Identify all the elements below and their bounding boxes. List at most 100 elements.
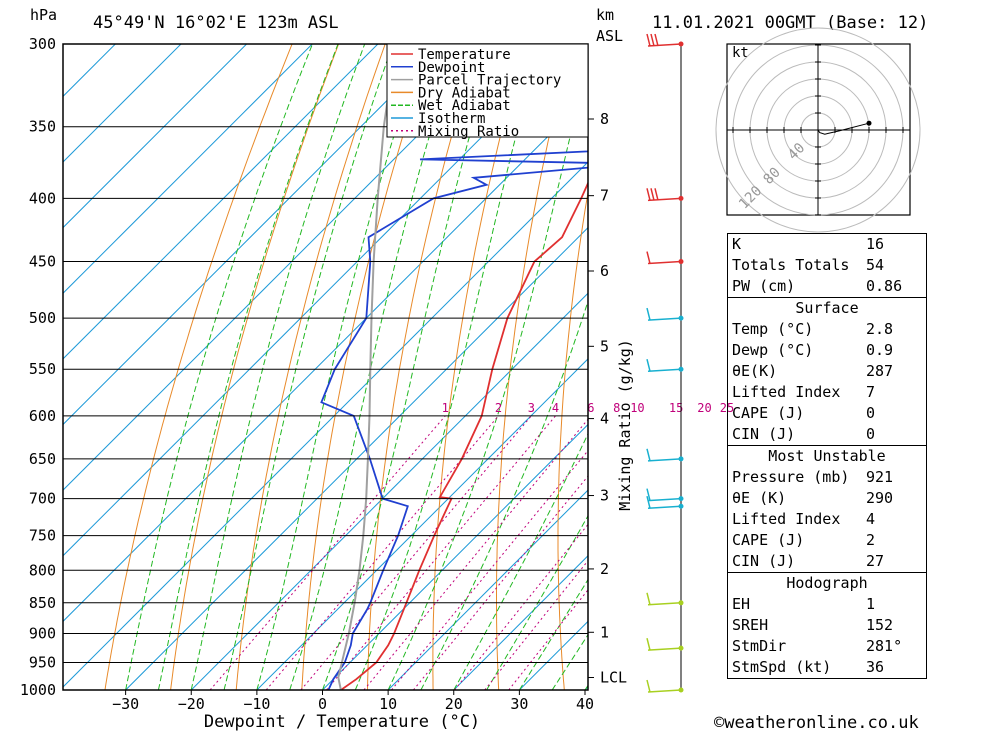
pressure-tick-label: 800: [29, 561, 56, 579]
datetime-title: 11.01.2021 00GMT (Base: 12): [652, 13, 928, 33]
table-header: Surface: [728, 298, 927, 319]
dry-adiabat-line: [235, 44, 386, 690]
index-label: Temp (°C): [732, 320, 814, 338]
wet-adiabat-line: [125, 44, 313, 690]
legend-entry: Dry Adiabat: [418, 85, 511, 101]
index-value: 921: [866, 468, 894, 486]
pressure-tick-label: 950: [29, 653, 56, 671]
km-unit-label: km: [596, 6, 614, 24]
pressure-tick-label: 650: [29, 450, 56, 468]
wind-barb-flag: [654, 188, 659, 201]
x-tick-label: 30: [510, 695, 528, 713]
table-row: CAPE (J) 2: [728, 530, 927, 551]
x-tick-label: 20: [445, 695, 463, 713]
dry-adiabat-line: [432, 44, 526, 690]
legend-entry: Isotherm: [418, 111, 485, 127]
index-value: 36: [866, 658, 885, 676]
table-row: CAPE (J) 0: [728, 403, 927, 424]
wind-barb-flag: [646, 637, 651, 651]
x-axis-label: Dewpoint / Temperature (°C): [204, 712, 480, 732]
index-value: 287: [866, 362, 894, 380]
wind-barb-flag: [646, 33, 651, 47]
isotherm-line: [322, 423, 588, 690]
index-value: 0.86: [866, 277, 903, 295]
mixing-ratio-line: [413, 475, 588, 690]
table-row: PW (cm) 0.86: [728, 276, 927, 298]
legend-entry: Temperature: [418, 47, 511, 63]
isotherm-line: [63, 44, 379, 360]
isotherm-line: [63, 161, 588, 688]
pressure-tick-label: 1000: [20, 681, 56, 699]
wind-barb-flag: [646, 307, 651, 321]
index-value: 0: [866, 425, 876, 443]
index-label: CIN (J): [732, 425, 796, 443]
isotherm-line: [63, 44, 182, 163]
km-tick-label: 2: [600, 560, 609, 578]
pressure-tick-label: 300: [29, 35, 56, 53]
wind-barb-flag: [646, 251, 651, 264]
hodograph-trace: [817, 122, 870, 135]
index-value: 54: [866, 256, 885, 274]
index-label: PW (cm): [732, 277, 796, 295]
table-row: StmSpd (kt) 36: [728, 657, 927, 679]
x-tick-label: −30: [112, 695, 139, 713]
table-row: SREH 152: [728, 615, 927, 636]
km-tick-label: 1: [600, 623, 609, 641]
index-label: Lifted Index: [732, 510, 841, 528]
wet-adiabat-line: [486, 514, 588, 690]
wind-barb-flag: [646, 592, 651, 605]
wet-adiabat-line: [453, 432, 588, 690]
wind-barbs: [646, 33, 684, 693]
isotherm-line: [125, 226, 588, 690]
pressure-tick-label: 450: [29, 253, 56, 271]
general-indices-table: K 16 Totals Totals 54 PW (cm) 0.86: [727, 233, 927, 298]
dry-adiabat-line: [496, 44, 572, 690]
index-value: 0.9: [866, 341, 894, 359]
isotherm-line: [63, 44, 576, 557]
index-label: Totals Totals: [732, 256, 850, 274]
km-tick-label: 4: [600, 410, 609, 428]
km-tick-label: 6: [600, 262, 609, 280]
wind-barb-flag: [646, 448, 651, 462]
plot-frame: [62, 43, 589, 691]
index-label: θE (K): [732, 489, 787, 507]
index-label: StmSpd (kt): [732, 658, 832, 676]
x-tick-label: −20: [178, 695, 205, 713]
x-tick-label: −10: [243, 695, 270, 713]
location-title: 45°49'N 16°02'E 123m ASL: [93, 13, 339, 33]
mixing-ratio-label: 15: [669, 401, 683, 415]
index-value: 290: [866, 489, 894, 507]
index-value: 281°: [866, 637, 903, 655]
asl-unit-label: ASL: [596, 27, 623, 45]
table-row: Lifted Index 7: [728, 382, 927, 403]
km-tick-label: 5: [600, 337, 609, 355]
isotherm-line: [63, 44, 313, 294]
index-value: 0: [866, 404, 876, 422]
isotherm-line: [63, 44, 444, 426]
index-label: Lifted Index: [732, 383, 841, 401]
table-row: StmDir 281°: [728, 636, 927, 657]
pressure-tick-label: 700: [29, 490, 56, 508]
pressure-tick-label: 850: [29, 594, 56, 612]
hodograph-table: Hodograph EH 1 SREH 152 StmDir 281° StmSpd (kt)…: [727, 573, 927, 679]
mixing-ratio-label: 8: [613, 401, 620, 415]
mixing-ratio-label: 1: [442, 401, 449, 415]
mixing-ratio-line: [363, 418, 588, 690]
index-value: 27: [866, 552, 885, 570]
index-label: CAPE (J): [732, 404, 805, 422]
wind-barb-flag: [654, 33, 659, 47]
wind-barb: [647, 317, 682, 321]
mixing-ratio-label: 6: [587, 401, 594, 415]
mixing-ratio-label: 3: [528, 401, 535, 415]
wind-barb-flag: [650, 188, 655, 201]
pressure-tick-label: 350: [29, 118, 56, 136]
index-label: CIN (J): [732, 552, 796, 570]
wet-adiabat-line: [190, 44, 366, 690]
wind-barb-flag: [646, 679, 651, 693]
isotherm-line: [63, 44, 247, 229]
wind-barb-flag: [646, 188, 651, 201]
index-label: EH: [732, 595, 751, 613]
wind-barb: [647, 689, 682, 693]
index-value: 2: [866, 531, 876, 549]
